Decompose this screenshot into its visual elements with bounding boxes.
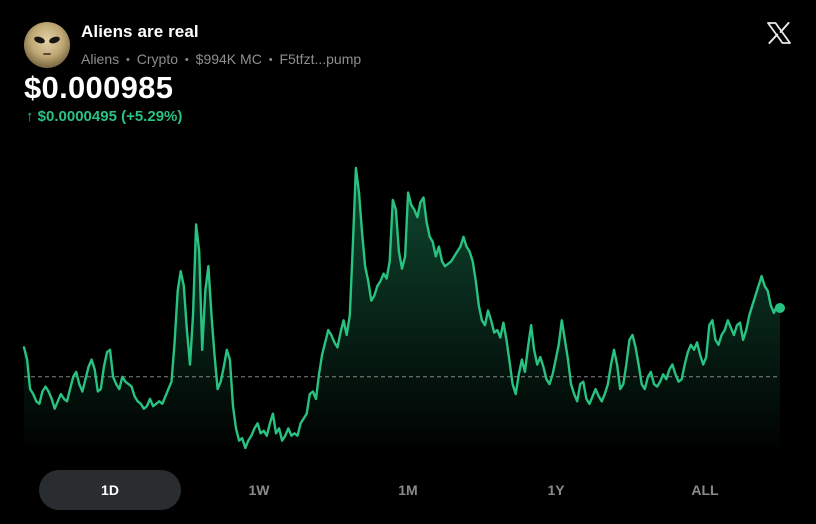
token-meta: Aliens • Crypto • $994K MC • F5tfzt...pu… bbox=[81, 51, 361, 67]
price-change-value: $0.0000495 (+5.29%) bbox=[37, 108, 183, 125]
time-range-tabs: 1D 1W 1M 1Y ALL bbox=[0, 470, 816, 512]
price-area-fill bbox=[24, 168, 780, 455]
token-name: Aliens are real bbox=[81, 22, 199, 41]
alien-avatar-icon bbox=[24, 22, 70, 68]
token-category: Crypto bbox=[136, 51, 179, 67]
market-cap: $994K MC bbox=[195, 51, 262, 67]
arrow-up-icon: ↑ bbox=[26, 108, 34, 125]
token-address[interactable]: F5tfzt...pump bbox=[279, 51, 362, 67]
x-logo-icon[interactable] bbox=[767, 22, 791, 44]
token-symbol: Aliens bbox=[81, 51, 120, 67]
separator: • bbox=[268, 54, 273, 66]
tab-1y[interactable]: 1Y bbox=[547, 482, 565, 498]
separator: • bbox=[184, 54, 189, 66]
tab-1w[interactable]: 1W bbox=[248, 482, 270, 498]
current-price-marker bbox=[775, 303, 785, 313]
tab-1d[interactable]: 1D bbox=[39, 470, 181, 510]
price-line bbox=[22, 166, 782, 450]
price-change: ↑ $0.0000495 (+5.29%) bbox=[26, 108, 182, 125]
tab-all[interactable]: ALL bbox=[691, 482, 719, 498]
separator: • bbox=[126, 54, 130, 66]
tab-1m[interactable]: 1M bbox=[398, 482, 418, 498]
current-price: $0.000985 bbox=[24, 70, 174, 105]
price-chart[interactable] bbox=[0, 150, 816, 455]
